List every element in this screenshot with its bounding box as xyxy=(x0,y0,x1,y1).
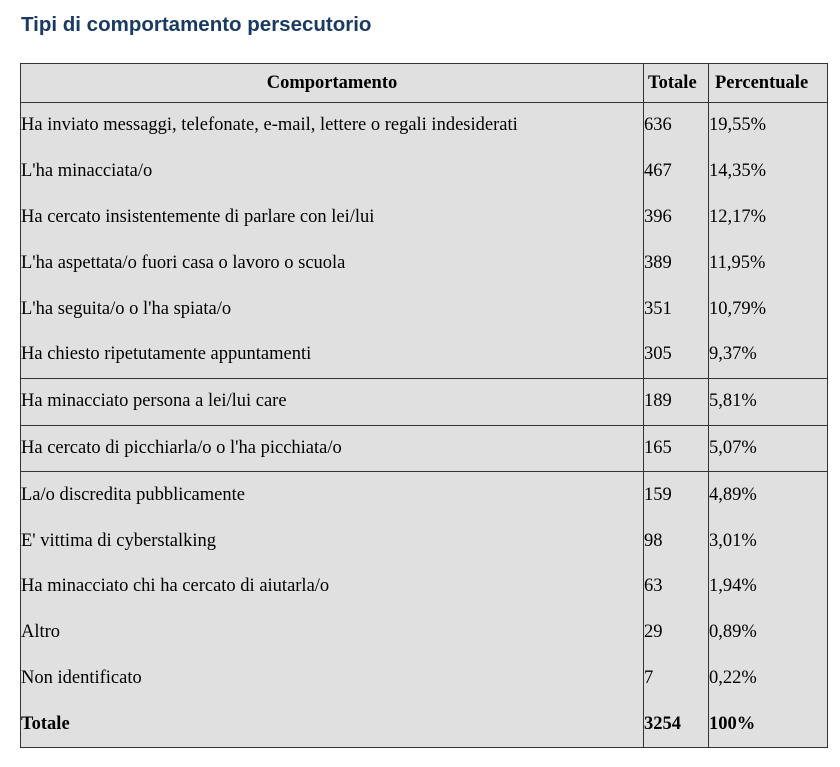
table-row: E' vittima di cyberstalking 98 3,01% xyxy=(20,518,828,564)
row-totale: 636 xyxy=(643,102,709,149)
row-percentuale: 4,89% xyxy=(708,471,828,519)
table-row: Ha minacciato chi ha cercato di aiutarla… xyxy=(20,563,828,610)
row-label: Non identificato xyxy=(20,655,644,702)
table-total-row: Totale 3254 100% xyxy=(20,701,828,749)
row-label: Ha cercato insistentemente di parlare co… xyxy=(20,194,644,241)
row-percentuale: 9,37% xyxy=(708,331,828,379)
table-row: Altro 29 0,89% xyxy=(20,609,828,656)
row-totale: 7 xyxy=(643,655,709,702)
row-label: Ha minacciato chi ha cercato di aiutarla… xyxy=(20,563,644,610)
column-header-percentuale: Percentuale xyxy=(708,63,828,103)
row-percentuale: 10,79% xyxy=(708,286,828,332)
row-label: E' vittima di cyberstalking xyxy=(20,518,644,564)
table-header-row: Comportamento Totale Percentuale xyxy=(20,63,828,103)
table-row: L'ha aspettata/o fuori casa o lavoro o s… xyxy=(20,240,828,287)
row-totale: 389 xyxy=(643,240,709,287)
table-row: Ha chiesto ripetutamente appuntamenti 30… xyxy=(20,331,828,379)
row-label: L'ha minacciata/o xyxy=(20,148,644,195)
table-row: La/o discredita pubblicamente 159 4,89% xyxy=(20,471,828,519)
row-totale: 189 xyxy=(643,377,709,426)
page-title: Tipi di comportamento persecutorio xyxy=(21,13,372,36)
row-label: Ha cercato di picchiarla/o o l'ha picchi… xyxy=(20,424,644,472)
row-totale: 63 xyxy=(643,563,709,610)
row-label: Ha minacciato persona a lei/lui care xyxy=(20,377,644,426)
row-label: Ha inviato messaggi, telefonate, e-mail,… xyxy=(20,102,644,149)
column-header-totale: Totale xyxy=(643,63,709,103)
row-label: L'ha aspettata/o fuori casa o lavoro o s… xyxy=(20,240,644,287)
column-header-comportamento: Comportamento xyxy=(20,63,644,103)
table-row: L'ha seguita/o o l'ha spiata/o 351 10,79… xyxy=(20,286,828,332)
row-percentuale: 5,07% xyxy=(708,424,828,472)
row-totale: 396 xyxy=(643,194,709,241)
table-row: Ha inviato messaggi, telefonate, e-mail,… xyxy=(20,102,828,149)
row-percentuale: 12,17% xyxy=(708,194,828,241)
row-totale: 29 xyxy=(643,609,709,656)
row-label: La/o discredita pubblicamente xyxy=(20,471,644,519)
row-percentuale: 0,89% xyxy=(708,609,828,656)
table-row: Ha cercato di picchiarla/o o l'ha picchi… xyxy=(20,424,828,472)
row-totale: 98 xyxy=(643,518,709,564)
row-percentuale: 11,95% xyxy=(708,240,828,287)
table-row: L'ha minacciata/o 467 14,35% xyxy=(20,148,828,195)
table-row: Ha cercato insistentemente di parlare co… xyxy=(20,194,828,241)
row-totale: 305 xyxy=(643,331,709,379)
row-totale: 351 xyxy=(643,286,709,332)
row-percentuale: 5,81% xyxy=(708,377,828,426)
row-label: Ha chiesto ripetutamente appuntamenti xyxy=(20,331,644,379)
table-row: Ha minacciato persona a lei/lui care 189… xyxy=(20,377,828,426)
row-totale: 467 xyxy=(643,148,709,195)
table-row: Non identificato 7 0,22% xyxy=(20,655,828,702)
row-totale: 165 xyxy=(643,424,709,472)
total-totale: 3254 xyxy=(643,701,709,749)
row-percentuale: 14,35% xyxy=(708,148,828,195)
row-label: Altro xyxy=(20,609,644,656)
total-percentuale: 100% xyxy=(708,701,828,749)
row-label: L'ha seguita/o o l'ha spiata/o xyxy=(20,286,644,332)
total-label: Totale xyxy=(20,701,644,749)
row-percentuale: 1,94% xyxy=(708,563,828,610)
row-percentuale: 0,22% xyxy=(708,655,828,702)
row-totale: 159 xyxy=(643,471,709,519)
row-percentuale: 3,01% xyxy=(708,518,828,564)
row-percentuale: 19,55% xyxy=(708,102,828,149)
behavior-table: Comportamento Totale Percentuale Ha invi… xyxy=(20,63,828,749)
